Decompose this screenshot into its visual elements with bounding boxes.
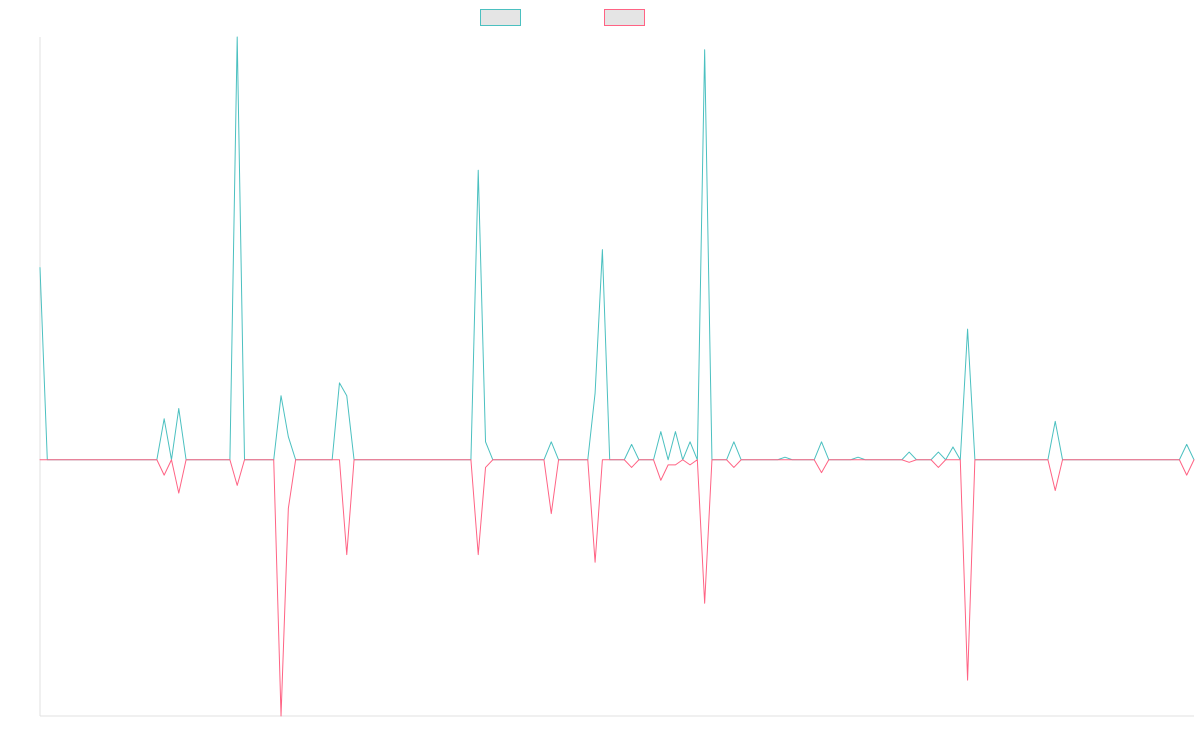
series-line-1 (39, 459, 1195, 717)
series-layer (39, 36, 1195, 717)
axes (39, 37, 1194, 717)
legend-swatch-0[interactable] (480, 9, 521, 26)
legend (480, 9, 645, 26)
legend-item-1[interactable] (604, 9, 645, 26)
legend-item-0[interactable] (480, 9, 521, 26)
series-line-0 (39, 36, 1195, 461)
legend-swatch-1[interactable] (604, 9, 645, 26)
